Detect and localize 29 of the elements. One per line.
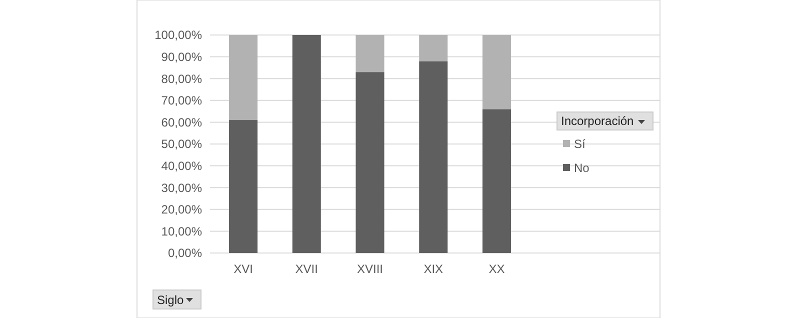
y-tick-label: 60,00%	[161, 115, 202, 130]
x-tick-label: XVIII	[356, 262, 384, 276]
y-tick-label: 100,00%	[154, 28, 202, 42]
bar	[482, 35, 511, 110]
x-axis-title: Siglo	[157, 293, 184, 307]
y-tick-label: 20,00%	[161, 202, 202, 217]
y-tick-label: 90,00%	[161, 50, 202, 64]
y-tick-label: 50,00%	[161, 137, 202, 152]
y-tick-label: 0,00%	[168, 246, 202, 260]
bar	[356, 72, 384, 253]
bar	[419, 61, 448, 253]
bar	[292, 35, 321, 253]
y-tick-label: 30,00%	[161, 180, 202, 195]
legend-title: Incorporación	[561, 114, 634, 128]
x-tick-label: XVII	[295, 262, 318, 276]
y-tick-label: 80,00%	[161, 72, 202, 86]
bar	[356, 35, 384, 72]
legend-label: No	[574, 161, 590, 175]
x-tick-label: XIX	[424, 262, 444, 276]
bar	[482, 109, 511, 253]
y-tick-label: 40,00%	[161, 159, 202, 173]
x-tick-label: XX	[488, 262, 505, 276]
legend-label: Sí	[574, 137, 586, 151]
bar	[229, 35, 258, 120]
x-tick-label: XVI	[234, 262, 253, 276]
y-tick-label: 10,00%	[161, 224, 202, 238]
y-tick-label: 70,00%	[161, 94, 202, 108]
bar	[419, 35, 448, 62]
bar	[229, 120, 258, 253]
